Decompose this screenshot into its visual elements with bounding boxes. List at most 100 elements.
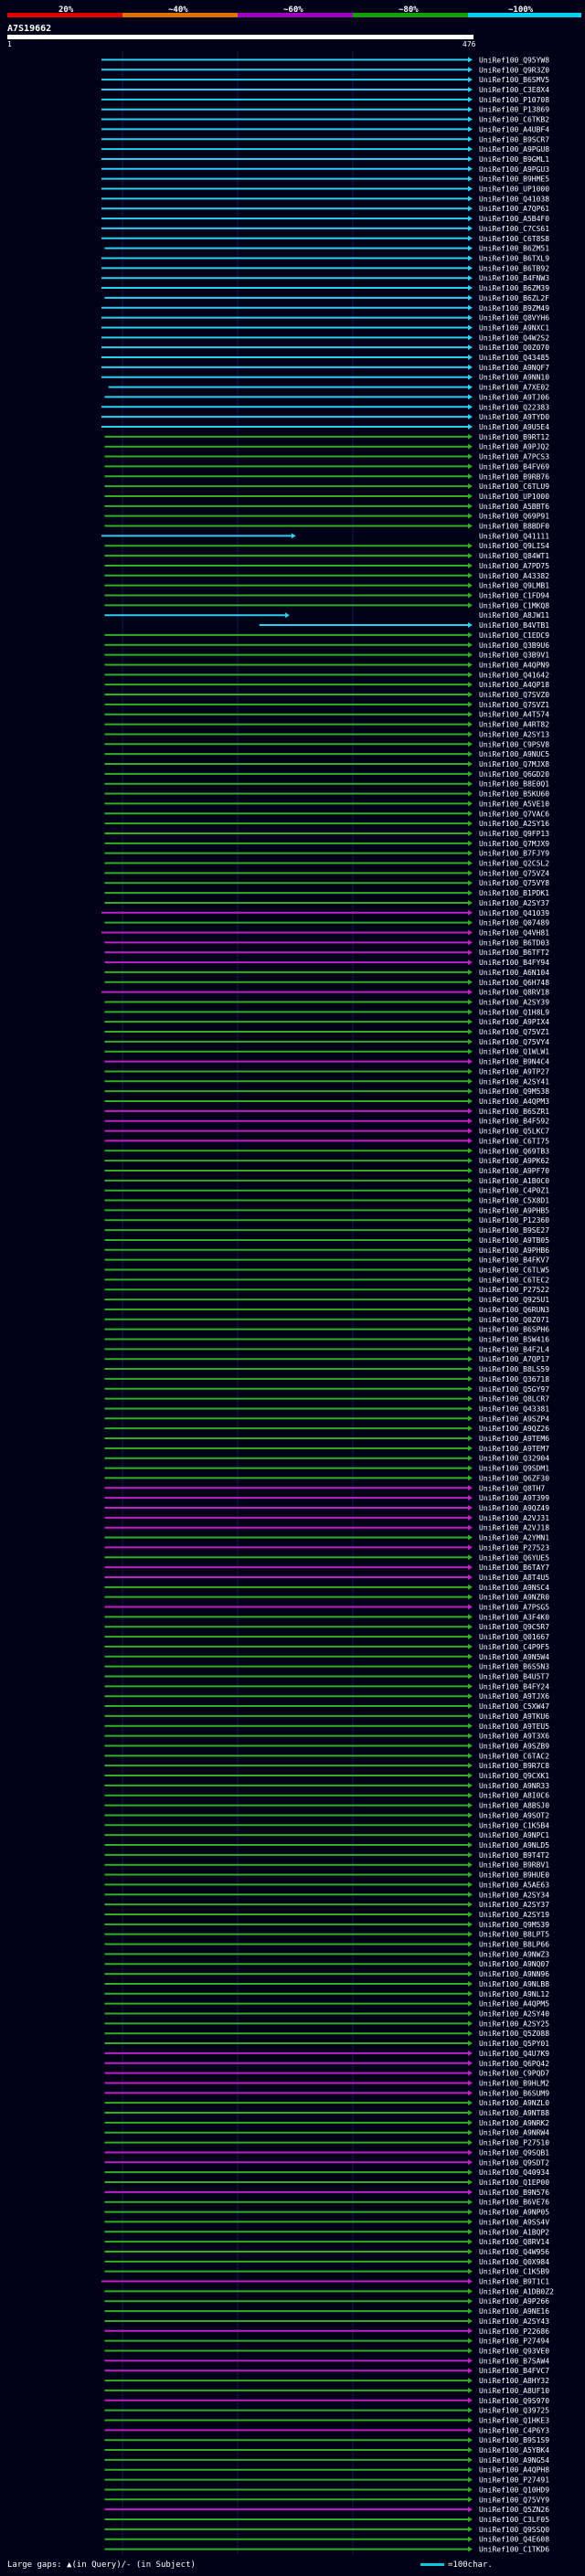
hit-label[interactable]: UniRef100_Q84WT1 bbox=[479, 552, 549, 560]
hit-label[interactable]: UniRef100_B4F592 bbox=[479, 1118, 549, 1126]
hit-label[interactable]: UniRef100_Q32904 bbox=[479, 1455, 549, 1463]
hit-label[interactable]: UniRef100_B9N4C4 bbox=[479, 1058, 549, 1066]
hit-label[interactable]: UniRef100_A8T4U5 bbox=[479, 1574, 549, 1582]
hit-label[interactable]: UniRef100_A9QZ49 bbox=[479, 1504, 549, 1512]
hit-label[interactable]: UniRef100_B6TXL9 bbox=[479, 254, 549, 262]
hit-label[interactable]: UniRef100_A9SS4V bbox=[479, 2218, 549, 2226]
hit-label[interactable]: UniRef100_Q9S970 bbox=[479, 2397, 549, 2405]
hit-label[interactable]: UniRef100_A7PD75 bbox=[479, 562, 549, 570]
hit-label[interactable]: UniRef100_Q39725 bbox=[479, 2407, 549, 2415]
hit-label[interactable]: UniRef100_C1K5B9 bbox=[479, 2268, 549, 2276]
hit-label[interactable]: UniRef100_UP1000 bbox=[479, 186, 549, 194]
hit-label[interactable]: UniRef100_Q2C5L2 bbox=[479, 860, 549, 868]
hit-label[interactable]: UniRef100_Q07489 bbox=[479, 919, 549, 928]
hit-label[interactable]: UniRef100_Q95YW8 bbox=[479, 56, 549, 64]
hit-label[interactable]: UniRef100_A9TB05 bbox=[479, 1236, 549, 1245]
hit-label[interactable]: UniRef100_B9S1S9 bbox=[479, 2436, 549, 2444]
hit-label[interactable]: UniRef100_C3LF05 bbox=[479, 2516, 549, 2524]
hit-label[interactable]: UniRef100_P27510 bbox=[479, 2139, 549, 2147]
hit-label[interactable]: UniRef100_UP1000 bbox=[479, 493, 549, 501]
hit-label[interactable]: UniRef100_Q69P91 bbox=[479, 513, 549, 521]
hit-label[interactable]: UniRef100_A8JW11 bbox=[479, 611, 549, 620]
hit-label[interactable]: UniRef100_Q8VYH6 bbox=[479, 314, 549, 323]
hit-label[interactable]: UniRef100_A9TJ06 bbox=[479, 393, 549, 401]
hit-label[interactable]: UniRef100_B9R7C8 bbox=[479, 1762, 549, 1770]
hit-label[interactable]: UniRef100_A2SY37 bbox=[479, 899, 549, 907]
hit-label[interactable]: UniRef100_A2SY37 bbox=[479, 1901, 549, 1909]
hit-label[interactable]: UniRef100_A2SY16 bbox=[479, 820, 549, 828]
hit-label[interactable]: UniRef100_Q5ZN26 bbox=[479, 2506, 549, 2514]
hit-label[interactable]: UniRef100_A9SZB9 bbox=[479, 1742, 549, 1750]
hit-label[interactable]: UniRef100_B1PDK1 bbox=[479, 889, 549, 897]
hit-label[interactable]: UniRef100_A2SY19 bbox=[479, 1911, 549, 1919]
hit-label[interactable]: UniRef100_A2YMN1 bbox=[479, 1534, 549, 1542]
hit-label[interactable]: UniRef100_B4U5T7 bbox=[479, 1672, 549, 1680]
hit-label[interactable]: UniRef100_Q75VY9 bbox=[479, 2496, 549, 2504]
hit-label[interactable]: UniRef100_C6TLW5 bbox=[479, 1267, 549, 1275]
hit-label[interactable]: UniRef100_A9TP27 bbox=[479, 1067, 549, 1076]
hit-label[interactable]: UniRef100_Q5PY01 bbox=[479, 2040, 549, 2048]
hit-label[interactable]: UniRef100_Q5GY97 bbox=[479, 1385, 549, 1394]
hit-label[interactable]: UniRef100_Q41111 bbox=[479, 532, 549, 540]
hit-label[interactable]: UniRef100_Q36718 bbox=[479, 1375, 549, 1383]
hit-label[interactable]: UniRef100_Q6GD20 bbox=[479, 770, 549, 779]
hit-label[interactable]: UniRef100_A9QZ26 bbox=[479, 1425, 549, 1433]
hit-label[interactable]: UniRef100_Q43485 bbox=[479, 354, 549, 362]
hit-label[interactable]: UniRef100_A9NLB8 bbox=[479, 1980, 549, 1988]
hit-label[interactable]: UniRef100_B4FVC7 bbox=[479, 2367, 549, 2375]
hit-label[interactable]: UniRef100_A9NZL0 bbox=[479, 2099, 549, 2107]
hit-label[interactable]: UniRef100_P27523 bbox=[479, 1543, 549, 1552]
hit-label[interactable]: UniRef100_Q9SDM1 bbox=[479, 1465, 549, 1473]
hit-label[interactable]: UniRef100_A8HY32 bbox=[479, 2377, 549, 2385]
hit-label[interactable]: UniRef100_Q43381 bbox=[479, 1405, 549, 1413]
hit-label[interactable]: UniRef100_A7QP61 bbox=[479, 205, 549, 213]
hit-label[interactable]: UniRef100_Q7SVZ1 bbox=[479, 701, 549, 709]
hit-label[interactable]: UniRef100_A2SY40 bbox=[479, 2010, 549, 2019]
hit-label[interactable]: UniRef100_A9NP05 bbox=[479, 2209, 549, 2217]
hit-label[interactable]: UniRef100_C3E8X4 bbox=[479, 86, 549, 94]
hit-label[interactable]: UniRef100_A4RT82 bbox=[479, 721, 549, 729]
hit-label[interactable]: UniRef100_C6TAC2 bbox=[479, 1752, 549, 1760]
hit-label[interactable]: UniRef100_B8E0Q1 bbox=[479, 780, 549, 789]
hit-label[interactable]: UniRef100_Q4U7K9 bbox=[479, 2050, 549, 2058]
hit-label[interactable]: UniRef100_Q9SQB1 bbox=[479, 2148, 549, 2157]
hit-label[interactable]: UniRef100_Q6H748 bbox=[479, 979, 549, 987]
hit-label[interactable]: UniRef100_Q9SDT2 bbox=[479, 2158, 549, 2167]
hit-label[interactable]: UniRef100_A9TEM7 bbox=[479, 1445, 549, 1453]
hit-label[interactable]: UniRef100_B9RB76 bbox=[479, 472, 549, 481]
hit-label[interactable]: UniRef100_A1BQP2 bbox=[479, 2228, 549, 2236]
hit-label[interactable]: UniRef100_A9PHB6 bbox=[479, 1246, 549, 1255]
hit-label[interactable]: UniRef100_Q5LKC7 bbox=[479, 1128, 549, 1136]
hit-label[interactable]: UniRef100_A9PIX4 bbox=[479, 1018, 549, 1026]
hit-label[interactable]: UniRef100_A9PF70 bbox=[479, 1167, 549, 1175]
hit-label[interactable]: UniRef100_C1EDC9 bbox=[479, 631, 549, 640]
hit-label[interactable]: UniRef100_B4FKV7 bbox=[479, 1256, 549, 1265]
hit-label[interactable]: UniRef100_B9T4T2 bbox=[479, 1851, 549, 1860]
hit-label[interactable]: UniRef100_A9PK62 bbox=[479, 1157, 549, 1165]
hit-label[interactable]: UniRef100_Q7VAC6 bbox=[479, 810, 549, 818]
hit-label[interactable]: UniRef100_Q9FP13 bbox=[479, 830, 549, 838]
hit-label[interactable]: UniRef100_A9NRW4 bbox=[479, 2129, 549, 2137]
hit-label[interactable]: UniRef100_A5AE63 bbox=[479, 1881, 549, 1889]
hit-label[interactable]: UniRef100_B6SUM9 bbox=[479, 2089, 549, 2097]
hit-label[interactable]: UniRef100_Q6ZF30 bbox=[479, 1474, 549, 1482]
hit-label[interactable]: UniRef100_A7QP17 bbox=[479, 1355, 549, 1363]
hit-label[interactable]: UniRef100_Q75VZ4 bbox=[479, 869, 549, 877]
hit-label[interactable]: UniRef100_B6SZR1 bbox=[479, 1108, 549, 1116]
hit-label[interactable]: UniRef100_A9NN10 bbox=[479, 374, 549, 382]
hit-label[interactable]: UniRef100_B6TAY7 bbox=[479, 1564, 549, 1572]
hit-label[interactable]: UniRef100_A4QPH8 bbox=[479, 2466, 549, 2475]
hit-label[interactable]: UniRef100_A9TEM6 bbox=[479, 1435, 549, 1443]
hit-label[interactable]: UniRef100_B9RT12 bbox=[479, 433, 549, 441]
hit-label[interactable]: UniRef100_A9TEU5 bbox=[479, 1723, 549, 1731]
hit-label[interactable]: UniRef100_Q9M539 bbox=[479, 1921, 549, 1929]
hit-label[interactable]: UniRef100_C5XW47 bbox=[479, 1702, 549, 1711]
hit-label[interactable]: UniRef100_B4VTB1 bbox=[479, 621, 549, 630]
hit-label[interactable]: UniRef100_A5B4F0 bbox=[479, 215, 549, 223]
hit-label[interactable]: UniRef100_Q7SVZ0 bbox=[479, 691, 549, 699]
hit-label[interactable]: UniRef100_A9NWZ3 bbox=[479, 1950, 549, 1958]
hit-label[interactable]: UniRef100_B6TD03 bbox=[479, 938, 549, 947]
hit-label[interactable]: UniRef100_C6TI75 bbox=[479, 1137, 549, 1145]
hit-label[interactable]: UniRef100_B6SMV5 bbox=[479, 76, 549, 84]
hit-label[interactable]: UniRef100_Q9C5R7 bbox=[479, 1623, 549, 1631]
